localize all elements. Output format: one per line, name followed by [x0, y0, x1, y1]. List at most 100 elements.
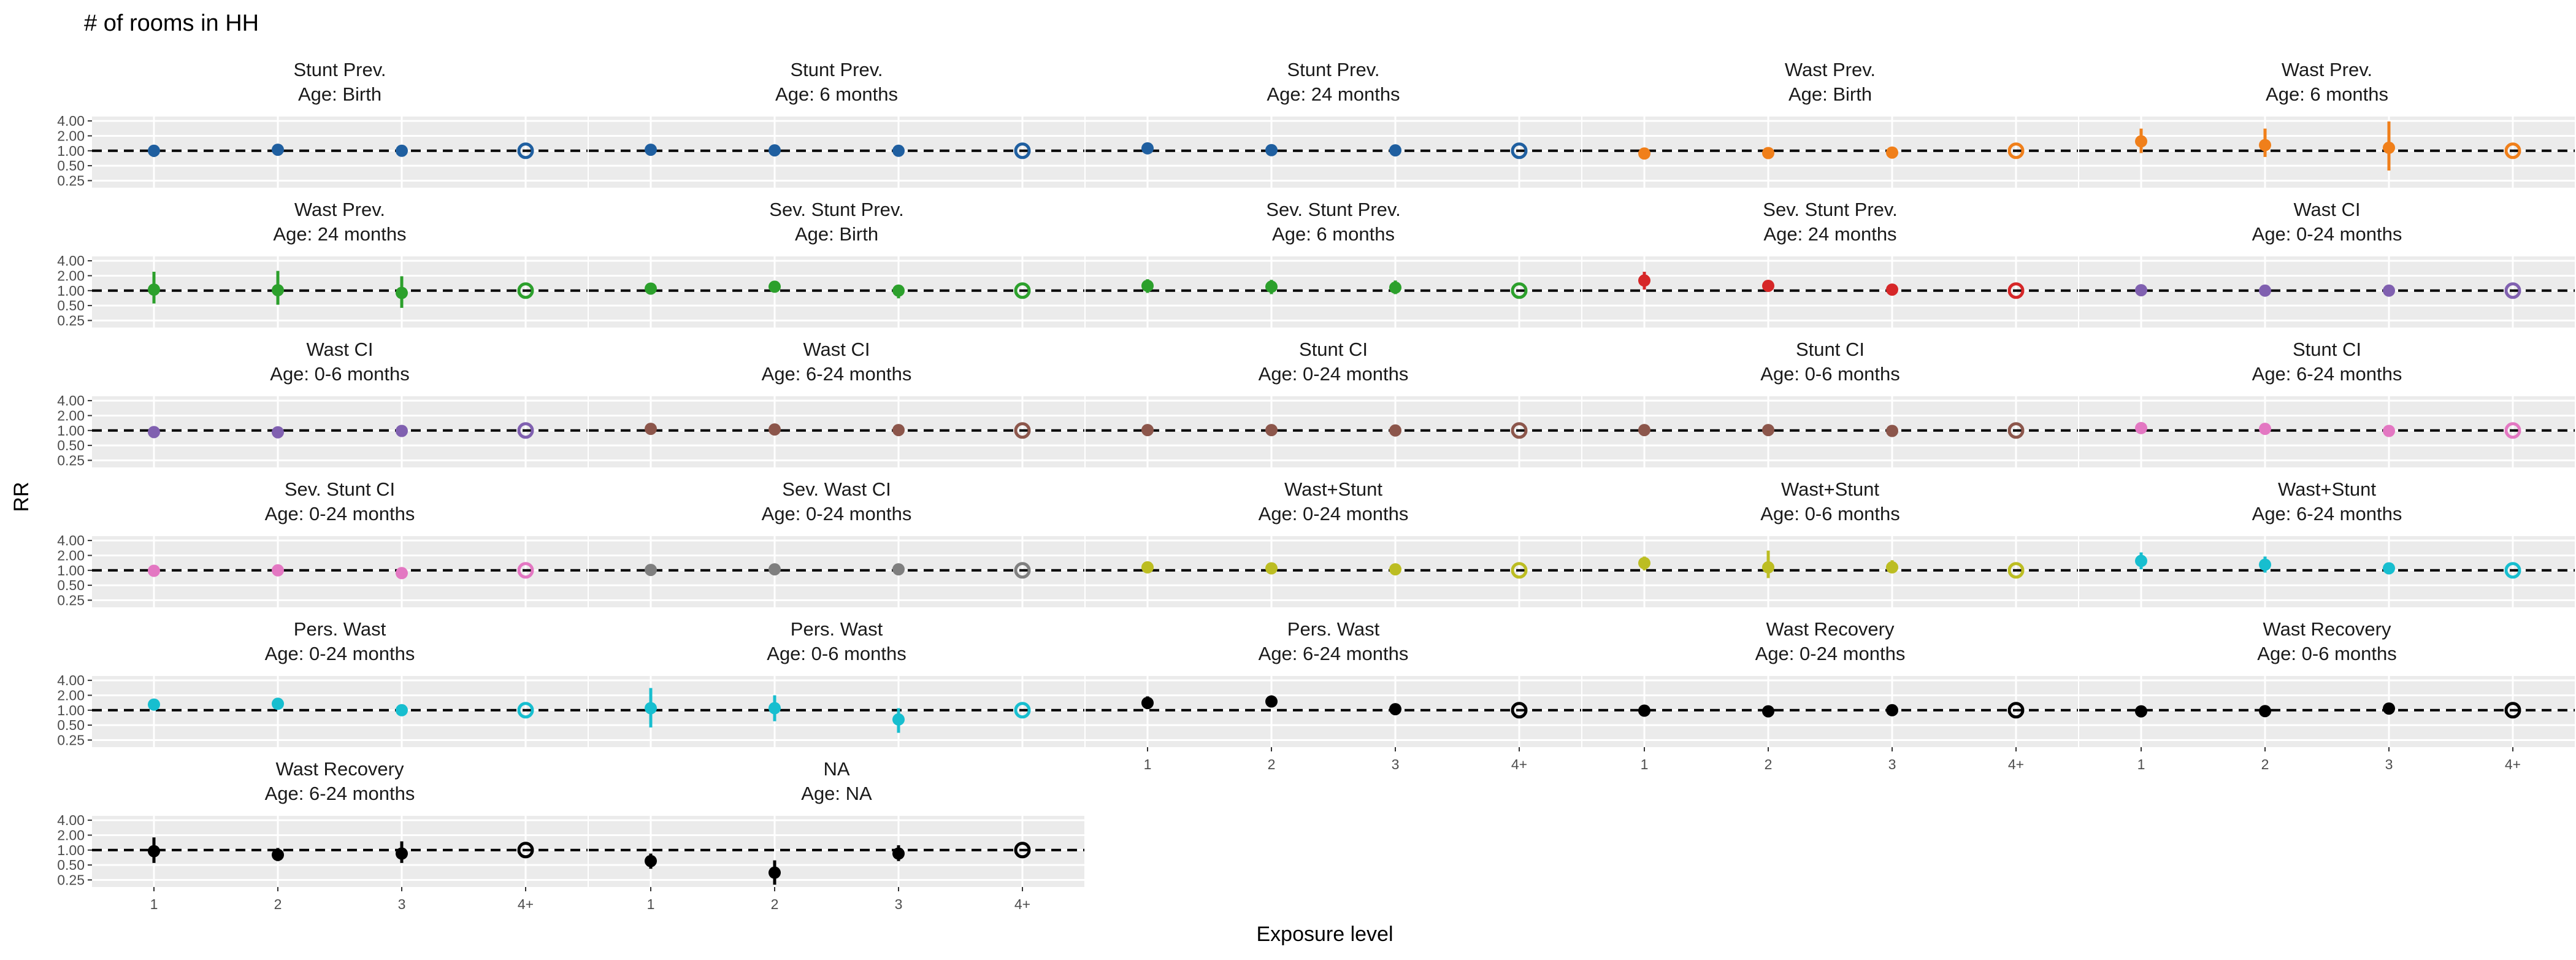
data-point [148, 283, 160, 296]
panel-title: Stunt Prev. [790, 59, 883, 80]
y-tick-label: 0.50 [57, 577, 85, 593]
reference-point [1511, 702, 1528, 719]
reference-point [2504, 142, 2521, 159]
reference-point [517, 562, 534, 579]
data-point [1141, 696, 1154, 709]
panel-background [92, 256, 588, 328]
y-tick-label: 0.50 [57, 857, 85, 873]
panel-background [1582, 117, 2078, 188]
data-point [645, 282, 657, 295]
data-point [892, 284, 905, 297]
data-point [1265, 144, 1278, 156]
panel-title: Wast Recovery [275, 758, 404, 780]
panel-background [2079, 256, 2575, 328]
data-point [272, 564, 284, 577]
y-tick-label: 4.00 [57, 393, 85, 409]
y-tick-label: 2.00 [57, 267, 85, 283]
reference-point [517, 422, 534, 439]
panel-title: Pers. Wast [294, 618, 386, 640]
data-point [272, 848, 284, 861]
data-point [272, 426, 284, 439]
y-tick-label: 2.00 [57, 827, 85, 843]
reference-point [517, 702, 534, 719]
data-point [1389, 703, 1401, 716]
chart-title: # of rooms in HH [84, 10, 259, 36]
reference-point [517, 842, 534, 859]
data-point [1886, 561, 1898, 574]
panel-subtitle: Age: 6 months [2266, 83, 2388, 105]
panel: Sev. Stunt Prev. Age: 24 months [1582, 199, 2078, 328]
y-tick-label: 1.00 [57, 283, 85, 299]
data-point [148, 144, 160, 157]
panel-background [2079, 536, 2575, 607]
y-tick-label: 0.50 [57, 298, 85, 313]
panel: Wast Prev. Age: Birth [1582, 59, 2078, 188]
reference-point [2007, 422, 2025, 439]
data-point [1141, 561, 1154, 574]
data-point [396, 144, 408, 157]
panel-background [589, 256, 1084, 328]
panel-title: Stunt Prev. [293, 59, 386, 80]
panel-title: NA [823, 758, 849, 780]
x-tick-label: 4+ [2008, 756, 2024, 772]
y-tick-label: 1.00 [57, 423, 85, 439]
x-tick-label: 1 [1144, 756, 1152, 772]
panel-subtitle: Age: 6 months [1272, 223, 1395, 245]
reference-point [517, 282, 534, 299]
data-point [769, 702, 781, 715]
reference-point [1511, 562, 1528, 579]
panel: Pers. Wast Age: 0-6 months [589, 618, 1084, 747]
data-point [1762, 561, 1774, 574]
data-point [1265, 424, 1278, 437]
panel-background [1086, 536, 1581, 607]
data-point [769, 866, 781, 879]
data-point [1762, 279, 1774, 292]
panel: Wast CI Age: 6-24 months [589, 339, 1084, 467]
reference-point [1014, 702, 1031, 719]
panel: Stunt Prev. Age: 6 months [589, 59, 1084, 188]
panel-title: Sev. Stunt Prev. [1763, 199, 1897, 220]
data-point [2383, 562, 2395, 575]
reference-point [1511, 142, 1528, 159]
data-point [892, 563, 905, 576]
panel-subtitle: Age: 0-6 months [1760, 503, 1899, 524]
panel-title: Stunt CI [2293, 339, 2361, 360]
panel-background [589, 676, 1084, 747]
data-point [769, 280, 781, 293]
x-tick-label: 4+ [1511, 756, 1527, 772]
data-point [148, 426, 160, 439]
panel-background [92, 816, 588, 887]
data-point [272, 697, 284, 710]
panel-title: Wast CI [306, 339, 373, 360]
x-tick-label: 3 [398, 896, 406, 912]
panel-title: Pers. Wast [791, 618, 883, 640]
data-point [2259, 423, 2271, 436]
panel-title: Wast Recovery [2263, 618, 2391, 640]
y-tick-label: 0.50 [57, 437, 85, 453]
panel-subtitle: Age: 6-24 months [1259, 643, 1409, 664]
data-point [1762, 705, 1774, 718]
data-point [2135, 705, 2147, 718]
panel-background [1086, 256, 1581, 328]
panel: Stunt CI Age: 0-6 months [1582, 339, 2078, 467]
panel-background [1086, 396, 1581, 467]
data-point [1638, 274, 1650, 287]
x-tick-label: 3 [2385, 756, 2393, 772]
data-point [1638, 556, 1650, 569]
panel-subtitle: Age: NA [801, 783, 872, 804]
panel: Pers. Wast Age: 6-24 months 1 2 3 4+ [1086, 618, 1581, 772]
data-point [396, 847, 408, 860]
data-point [2259, 705, 2271, 718]
y-tick-label: 0.25 [57, 312, 85, 328]
data-point [396, 567, 408, 580]
panel-background [2079, 117, 2575, 188]
y-axis-label: RR [10, 482, 33, 512]
data-point [1638, 147, 1650, 160]
x-axis-label: Exposure level [1256, 923, 1393, 946]
x-tick-label: 2 [2261, 756, 2269, 772]
panel-subtitle: Age: 24 months [1763, 223, 1896, 245]
y-tick-label: 0.50 [57, 717, 85, 733]
panel-title: Pers. Wast [1287, 618, 1380, 640]
panel-subtitle: Age: 24 months [273, 223, 406, 245]
panel-background [589, 117, 1084, 188]
